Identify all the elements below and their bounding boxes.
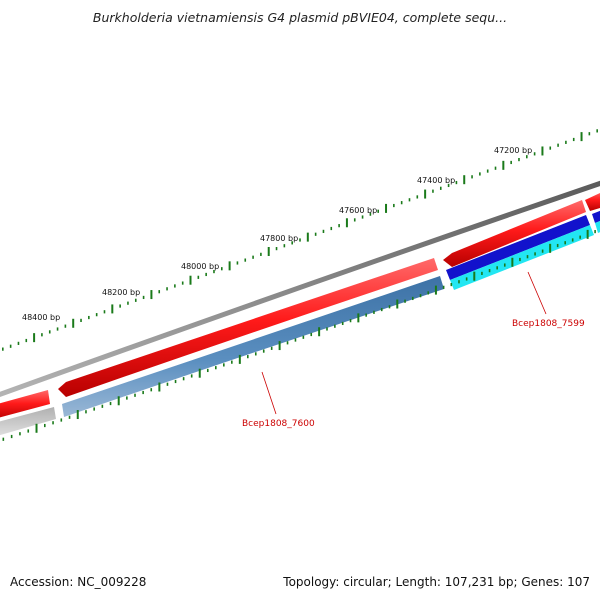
scale-label-48400: 48400 bp: [22, 313, 60, 322]
cds-feature-left[interactable]: [0, 390, 50, 420]
cds-feature-right[interactable]: [585, 191, 600, 211]
gene-label-7600[interactable]: Bcep1808_7600: [242, 419, 315, 429]
scale-label-47600: 47600 bp: [339, 206, 377, 215]
map-title: Burkholderia vietnamiensis G4 plasmid pB…: [92, 10, 508, 25]
outer-scale-ticks: [2, 129, 598, 351]
scale-label-47200: 47200 bp: [494, 146, 532, 155]
scale-label-47800: 47800 bp: [260, 234, 298, 243]
leader-line-7599: [527, 271, 547, 315]
gene-feature-7600[interactable]: [62, 276, 444, 417]
cds-feature-7600[interactable]: [58, 258, 438, 397]
leader-line-7600: [261, 371, 277, 415]
gene-feature-7599-cyan[interactable]: [450, 225, 594, 290]
inner-scale-ticks: [2, 229, 596, 441]
gene-feature-7599-darkblue[interactable]: [446, 215, 590, 280]
topology-summary-text: Topology: circular; Length: 107,231 bp; …: [283, 575, 590, 589]
scale-label-47400: 47400 bp: [417, 176, 455, 185]
accession-text: Accession: NC_009228: [10, 575, 147, 589]
backbone-line: [0, 180, 600, 398]
gene-label-7599[interactable]: Bcep1808_7599: [512, 319, 585, 329]
gene-feature-right-cyan[interactable]: [595, 217, 600, 233]
gene-feature-right-blue[interactable]: [592, 207, 600, 223]
scale-label-48000: 48000 bp: [181, 262, 219, 271]
gene-feature-left-gray[interactable]: [0, 407, 56, 438]
scale-label-48200: 48200 bp: [102, 288, 140, 297]
cds-feature-7599[interactable]: [443, 200, 586, 267]
